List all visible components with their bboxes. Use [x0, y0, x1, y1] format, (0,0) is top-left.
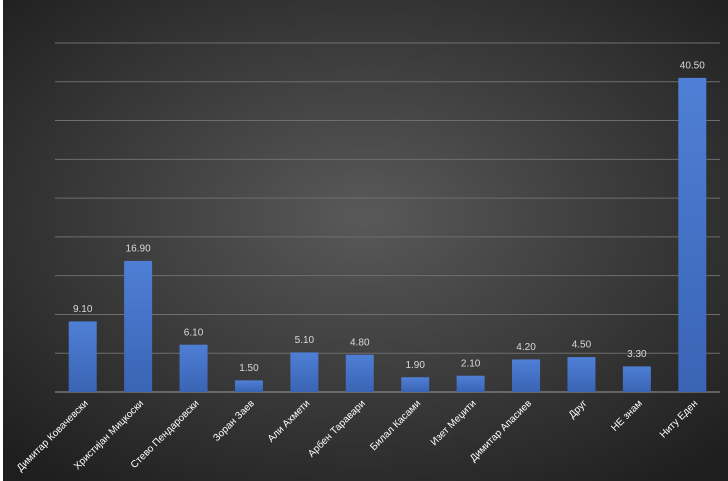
value-label: 3.30 — [627, 349, 647, 360]
value-label: 16.90 — [126, 244, 151, 255]
bar — [234, 380, 263, 392]
bar — [678, 77, 707, 393]
value-label: 1.90 — [405, 360, 425, 371]
value-label: 4.50 — [572, 340, 592, 351]
bar — [68, 321, 97, 392]
value-label: 5.10 — [295, 335, 315, 346]
bar — [456, 375, 485, 392]
bar — [345, 354, 374, 392]
left-border — [0, 0, 3, 481]
bar — [124, 260, 153, 392]
value-label: 1.50 — [239, 363, 259, 374]
value-label: 9.10 — [73, 304, 93, 315]
bar — [622, 366, 651, 392]
value-label: 4.80 — [350, 337, 370, 348]
value-label: 6.10 — [184, 327, 204, 338]
value-label: 2.10 — [461, 358, 481, 369]
bar — [512, 359, 541, 392]
value-label: 40.50 — [680, 61, 705, 72]
bar — [401, 377, 430, 392]
bar — [179, 344, 208, 392]
value-label: 4.20 — [516, 342, 536, 353]
bar — [567, 357, 596, 392]
bar — [290, 352, 319, 392]
